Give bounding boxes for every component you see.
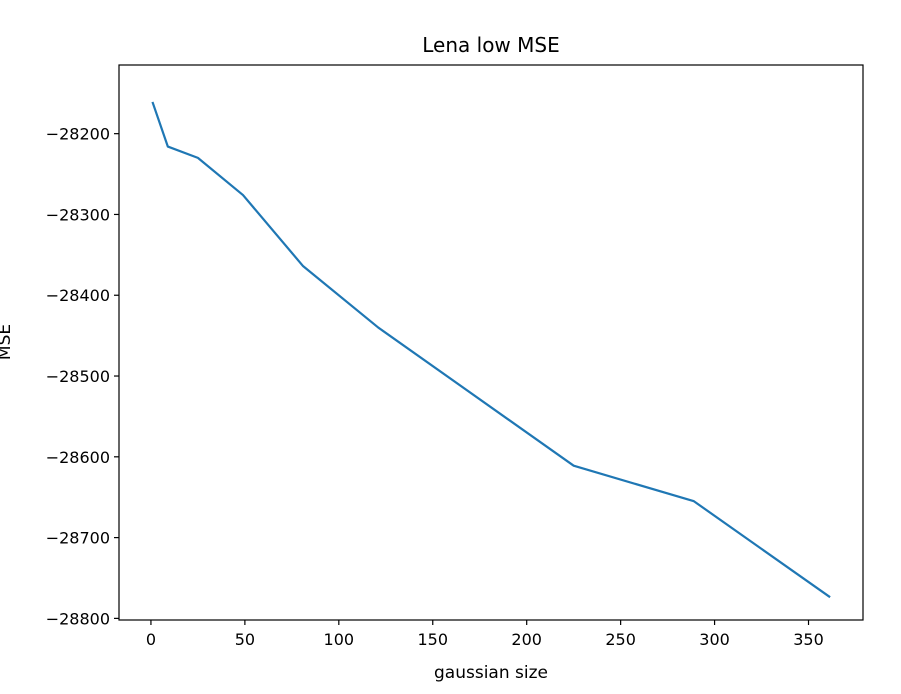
x-tick-label-6: 300	[699, 630, 730, 649]
y-tick-label-1: −28300	[46, 205, 110, 224]
y-tick-label-5: −28700	[46, 529, 110, 548]
x-tick-label-2: 100	[324, 630, 355, 649]
x-tick-label-7: 350	[793, 630, 824, 649]
chart-title: Lena low MSE	[422, 33, 559, 57]
y-tick-label-3: −28500	[46, 367, 110, 386]
x-axis-label: gaussian size	[434, 663, 548, 683]
y-tick-label-4: −28600	[46, 448, 110, 467]
y-tick-label-0: −28200	[46, 125, 110, 144]
y-tick-label-2: −28400	[46, 286, 110, 305]
x-tick-label-1: 50	[235, 630, 255, 649]
x-tick-label-0: 0	[146, 630, 156, 649]
series-line-0	[151, 101, 831, 599]
axes: 0 50 100 150 200 250 300 350 −28200 −28300 −28400 −…	[46, 64, 864, 649]
x-tick-label-4: 200	[511, 630, 542, 649]
y-tick-label-6: −28800	[46, 609, 110, 628]
x-tick-label-5: 250	[605, 630, 636, 649]
y-axis-label: MSE	[0, 324, 15, 360]
x-tick-label-3: 150	[417, 630, 448, 649]
plot-frame	[118, 64, 864, 621]
